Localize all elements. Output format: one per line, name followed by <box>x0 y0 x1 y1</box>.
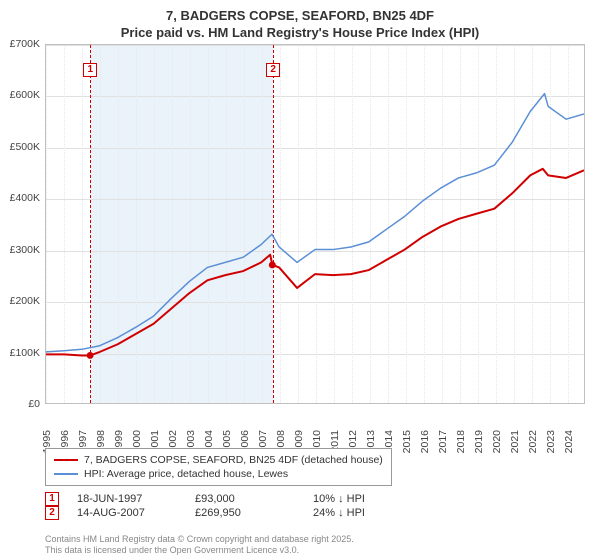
sale-row: 2 14-AUG-2007 £269,950 24% ↓ HPI <box>45 506 585 520</box>
sale-row-marker: 1 <box>45 492 59 506</box>
sale-point <box>87 352 94 359</box>
sale-row-marker: 2 <box>45 506 59 520</box>
y-tick-label: £600K <box>10 89 40 101</box>
x-tick-label: 2017 <box>437 430 449 453</box>
legend-item: 7, BADGERS COPSE, SEAFORD, BN25 4DF (det… <box>54 453 383 467</box>
x-tick-label: 2016 <box>419 430 431 453</box>
footer: Contains HM Land Registry data © Crown c… <box>45 534 354 557</box>
x-tick-label: 2019 <box>473 430 485 453</box>
line-svg <box>46 45 584 403</box>
chart-area: £0£100K£200K£300K£400K£500K£600K£700K 12… <box>0 44 600 444</box>
legend-label: 7, BADGERS COPSE, SEAFORD, BN25 4DF (det… <box>84 454 383 466</box>
series-line <box>46 94 584 352</box>
page-subtitle: Price paid vs. HM Land Registry's House … <box>0 25 600 40</box>
x-tick-label: 2018 <box>455 430 467 453</box>
legend-label: HPI: Average price, detached house, Lewe… <box>84 468 288 480</box>
y-tick-label: £500K <box>10 141 40 153</box>
y-tick-label: £200K <box>10 295 40 307</box>
sale-date: 18-JUN-1997 <box>77 493 177 505</box>
sale-marker-box: 1 <box>83 63 97 77</box>
x-tick-label: 2020 <box>491 430 503 453</box>
legend-swatch <box>54 459 78 461</box>
legend-item: HPI: Average price, detached house, Lewe… <box>54 467 383 481</box>
sale-point <box>269 261 276 268</box>
x-tick-label: 2023 <box>545 430 557 453</box>
x-tick-label: 2022 <box>527 430 539 453</box>
legend: 7, BADGERS COPSE, SEAFORD, BN25 4DF (det… <box>45 448 392 486</box>
footer-line2: This data is licensed under the Open Gov… <box>45 545 354 556</box>
x-axis-labels: 1995199619971998199920002001200220032004… <box>45 406 585 446</box>
sale-price: £269,950 <box>195 507 295 519</box>
title-block: 7, BADGERS COPSE, SEAFORD, BN25 4DF Pric… <box>0 0 600 44</box>
y-tick-label: £300K <box>10 244 40 256</box>
sales-table: 1 18-JUN-1997 £93,000 10% ↓ HPI 2 14-AUG-2007… <box>45 492 585 520</box>
x-tick-label: 2024 <box>563 430 575 453</box>
sale-marker-box: 2 <box>266 63 280 77</box>
sale-pct-vs-hpi: 10% ↓ HPI <box>313 493 433 505</box>
y-tick-label: £0 <box>28 398 40 410</box>
sale-row: 1 18-JUN-1997 £93,000 10% ↓ HPI <box>45 492 585 506</box>
y-tick-label: £400K <box>10 192 40 204</box>
x-tick-label: 2021 <box>509 430 521 453</box>
footer-line1: Contains HM Land Registry data © Crown c… <box>45 534 354 545</box>
sale-date: 14-AUG-2007 <box>77 507 177 519</box>
plot-area: 12 <box>45 44 585 404</box>
y-tick-label: £100K <box>10 347 40 359</box>
series-line <box>46 169 584 356</box>
sale-price: £93,000 <box>195 493 295 505</box>
y-tick-label: £700K <box>10 38 40 50</box>
chart-container: 7, BADGERS COPSE, SEAFORD, BN25 4DF Pric… <box>0 0 600 560</box>
x-tick-label: 2015 <box>401 430 413 453</box>
sale-pct-vs-hpi: 24% ↓ HPI <box>313 507 433 519</box>
legend-swatch <box>54 473 78 475</box>
y-axis-labels: £0£100K£200K£300K£400K£500K£600K£700K <box>0 44 42 404</box>
page-title: 7, BADGERS COPSE, SEAFORD, BN25 4DF <box>0 8 600 23</box>
